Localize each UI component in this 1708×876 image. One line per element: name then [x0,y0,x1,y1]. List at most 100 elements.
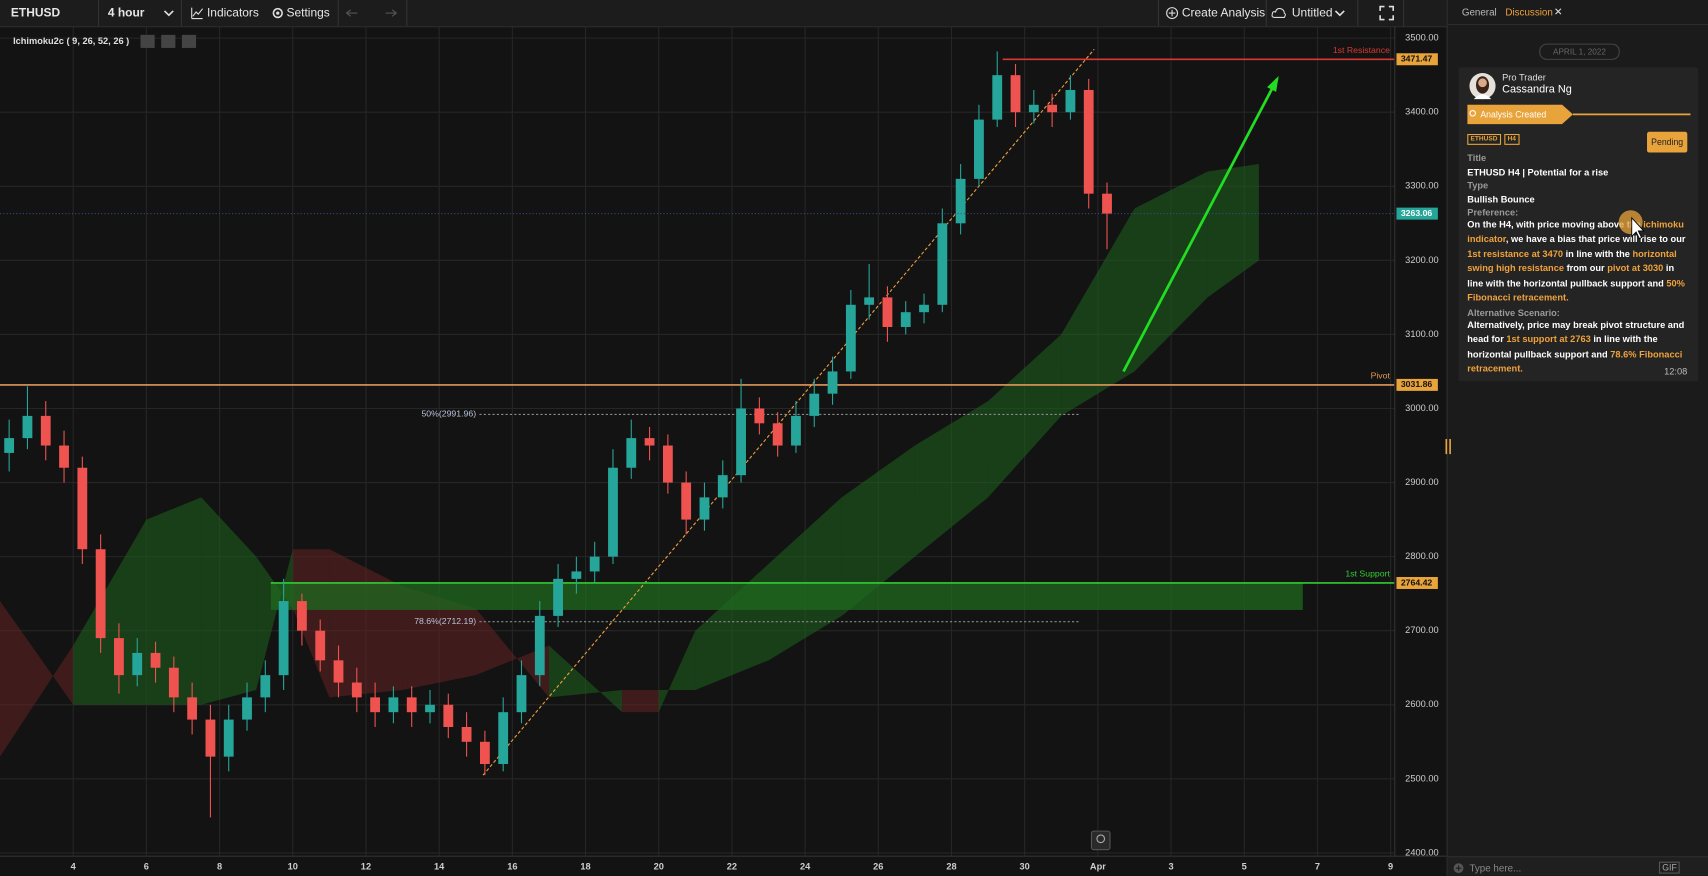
create-icon [1166,7,1179,20]
idea-button[interactable] [1090,830,1111,851]
price-tag-label: 3263.06 [1401,208,1433,218]
chart-background [0,0,1447,876]
candle-body [717,475,728,498]
field-value: Bullish Bounce [1467,193,1535,205]
candle-body [443,704,454,727]
create-analysis-button[interactable]: Create Analysis [1181,6,1266,20]
indicator-delete-button[interactable] [181,34,197,48]
candle-body [479,741,490,765]
fib-label: 50%(2991.96) [421,409,476,419]
cloud-icon [1271,7,1286,18]
highlight-text: 78.6% Fibonacci retracement. [1467,348,1683,374]
x-tick-label: 6 [144,862,149,872]
indicator-visibility-button[interactable] [140,34,155,48]
candle-body [351,682,362,698]
y-tick-label: 3000.00 [1405,403,1438,413]
indicator-settings-button[interactable] [161,34,176,48]
indicators-button[interactable]: Indicators [206,6,259,20]
timeframe-tag: H4 [1504,133,1520,145]
fib-label: 78.6%(2712.19) [414,616,476,626]
price-tag [1396,576,1438,589]
candle-body [937,223,948,305]
highlight-text: 1st support at 2763 [1506,333,1591,345]
candle-body [40,415,51,446]
candle-body [223,719,234,757]
message-input[interactable]: Type here... [1469,862,1522,874]
tab-general[interactable]: General [1461,6,1497,18]
price-tag-label: 2764.42 [1401,577,1433,587]
section-label: Alternative Scenario: [1467,307,1560,319]
cloud-segment [841,445,915,616]
undo-redo-icons[interactable] [344,8,398,19]
separator [1357,0,1359,27]
y-tick-label: 2400.00 [1405,847,1438,857]
separator [337,0,339,27]
candle-body [736,408,746,476]
x-tick-label: 3 [1168,862,1173,872]
interval-select[interactable]: 4 hour [107,6,145,20]
candle-body [498,712,509,765]
candle-body [919,304,929,313]
candle-body [754,408,765,424]
attach-icon[interactable] [1453,863,1464,874]
tab-discussion[interactable]: Discussion [1505,6,1553,18]
body-text: On the H4, with price moving above the [1467,218,1644,230]
x-tick-label: 8 [217,862,222,872]
price-tag-label: 3471.47 [1401,54,1433,64]
candle-body [1047,104,1058,113]
candle-body [205,719,216,757]
x-tick-label: 10 [288,862,298,872]
cloud-segment [256,549,293,690]
analysis-card: Pro Trader Cassandra Ng Analysis Created… [1458,67,1699,382]
body-text: in line with the horizontal pullback sup… [1467,333,1658,360]
cloud-segment [548,645,623,713]
y-tick-label: 2900.00 [1405,477,1438,487]
candle-body [1010,75,1021,113]
resize-handle[interactable] [1444,438,1452,455]
level-label: 1st Resistance [1333,45,1390,55]
candle-body [608,467,618,557]
close-tab-icon[interactable] [1554,8,1563,17]
indicators-icon [191,7,204,20]
x-tick-label: 7 [1315,862,1320,872]
candle-body [114,638,124,676]
candle-body [77,467,88,550]
x-tick-label: 24 [800,862,811,872]
candle-body [370,697,381,713]
candle-body [1083,89,1094,194]
fullscreen-button[interactable] [1379,5,1395,21]
pending-button[interactable]: Pending [1647,131,1688,153]
body-text: from our [1564,262,1608,274]
toolbar: ETHUSD 4 hour Indicators Settings Create… [0,0,1447,28]
y-tick-label: 2500.00 [1405,773,1438,783]
layout-name[interactable]: Untitled [1291,6,1333,20]
x-tick-label: 16 [507,862,517,872]
separator [1403,0,1405,27]
side-panel: General Discussion APRIL 1, 2022 Pro Tra… [1444,0,1708,876]
candle-body [22,415,33,439]
candle-body [534,615,545,676]
candle-body [516,675,527,713]
price-tag [1396,207,1438,220]
candle-body [955,178,966,224]
settings-button[interactable]: Settings [286,6,330,20]
preference-text: On the H4, with price moving above the i… [1467,218,1691,306]
highlight-text: ichimoku indicator [1467,218,1684,245]
field-value: ETHUSD H4 | Potential for a rise [1467,166,1609,178]
field-label: Type [1467,179,1489,191]
separator [98,0,100,27]
gif-button[interactable]: GIF [1658,861,1681,874]
candle-body [772,423,783,446]
cloud-segment [146,497,202,705]
cloud-segment [914,401,989,557]
candle-body [1028,104,1039,113]
candle-body [150,652,161,668]
input-bar[interactable] [1447,856,1708,876]
x-tick-label: 26 [873,862,883,872]
candle-body [406,697,417,713]
candle-body [662,445,673,483]
candle-body [461,726,472,742]
candle-body [864,297,875,305]
symbol[interactable]: ETHUSD [10,6,61,20]
x-tick-label: 12 [361,862,371,872]
